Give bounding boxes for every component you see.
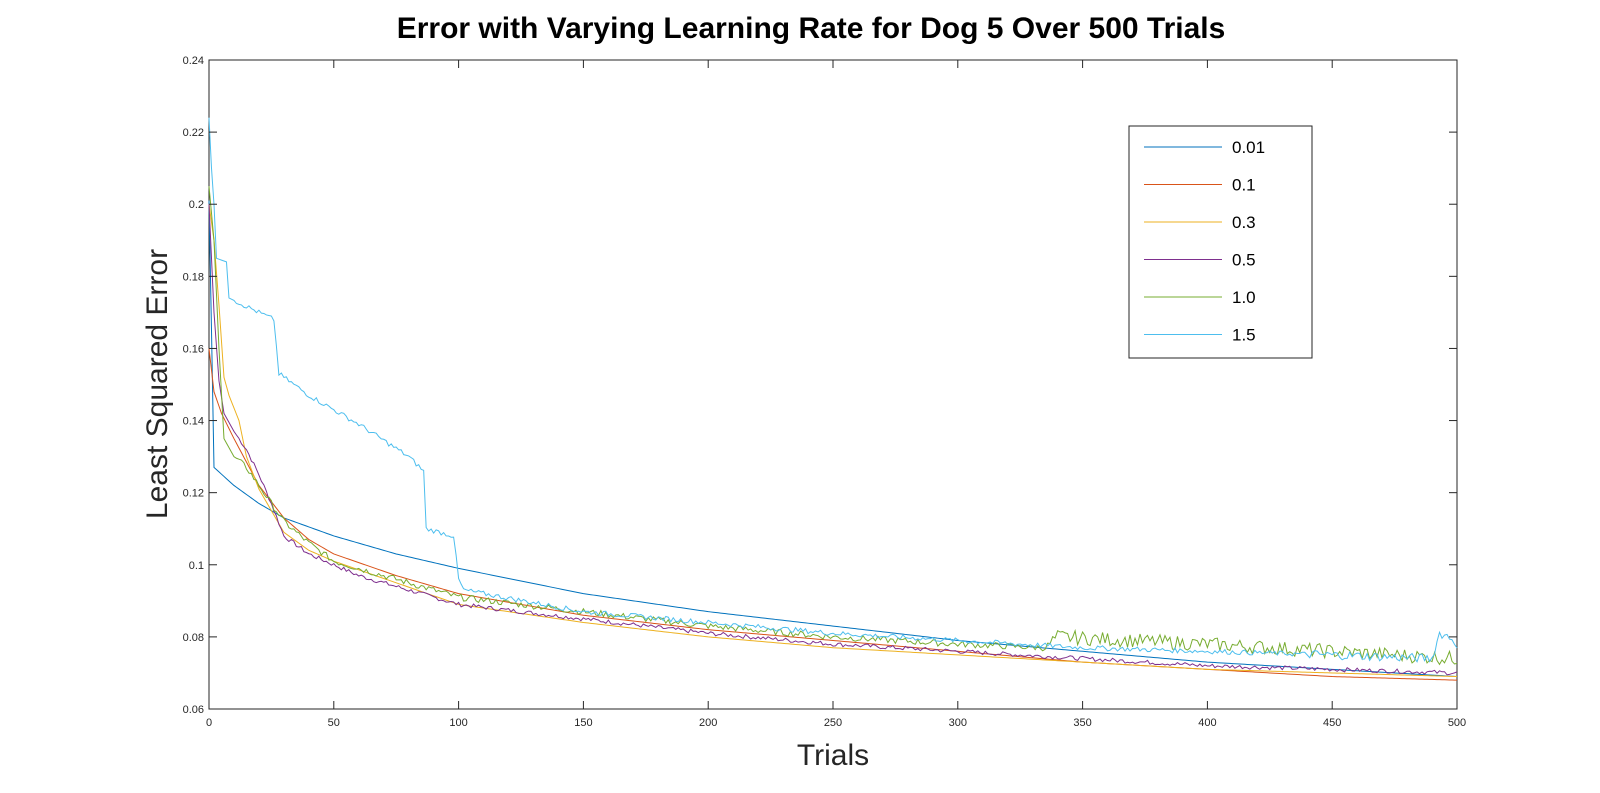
series-line-2: [208, 204, 1458, 678]
legend-label-1: 0.1: [1232, 176, 1256, 195]
x-axis-title: Trials: [797, 739, 869, 772]
x-tick-label: 150: [574, 717, 592, 729]
y-tick-label: 0.24: [183, 55, 204, 67]
legend: 0.01 0.1 0.3 0.5 1.0 1.5: [1128, 125, 1313, 359]
y-tick-label: 0.14: [183, 416, 204, 428]
legend-label-3: 0.5: [1232, 251, 1256, 270]
x-tick-label: 0: [206, 717, 212, 729]
x-tick-label: 350: [1073, 717, 1091, 729]
x-tick-label: 50: [328, 717, 340, 729]
y-tick-label: 0.2: [189, 199, 204, 211]
series-line-5: [208, 117, 1458, 663]
x-tick-label: 200: [699, 717, 717, 729]
x-tick-label: 500: [1448, 717, 1466, 729]
legend-label-5: 1.5: [1232, 326, 1256, 345]
x-tick-label: 250: [824, 717, 842, 729]
y-tick-label: 0.18: [183, 271, 204, 283]
series-layer: [208, 117, 1458, 681]
chart-title: Error with Varying Learning Rate for Dog…: [397, 12, 1226, 45]
series-line-1: [208, 348, 1458, 681]
y-tick-label: 0.1: [189, 560, 204, 572]
y-tick-label: 0.16: [183, 343, 204, 355]
legend-label-4: 1.0: [1232, 288, 1256, 307]
legend-label-2: 0.3: [1232, 213, 1256, 232]
y-tick-label: 0.12: [183, 488, 204, 500]
legend-label-0: 0.01: [1232, 138, 1265, 157]
series-line-3: [208, 204, 1458, 676]
y-axis-title: Least Squared Error: [141, 249, 174, 519]
y-tick-label: 0.08: [183, 632, 204, 644]
y-tick-label: 0.22: [183, 127, 204, 139]
x-tick-label: 100: [449, 717, 467, 729]
legend-box: [1128, 125, 1313, 359]
axes-layer: 0 50 100 150 200 250 300 350 400 450 500 0.06 0.08 0.…: [183, 55, 1467, 729]
series-line-0: [208, 200, 1458, 678]
series-line-4: [208, 186, 1458, 666]
y-tick-label: 0.06: [183, 704, 204, 716]
x-tick-label: 300: [949, 717, 967, 729]
x-tick-label: 400: [1198, 717, 1216, 729]
x-tick-label: 450: [1323, 717, 1341, 729]
